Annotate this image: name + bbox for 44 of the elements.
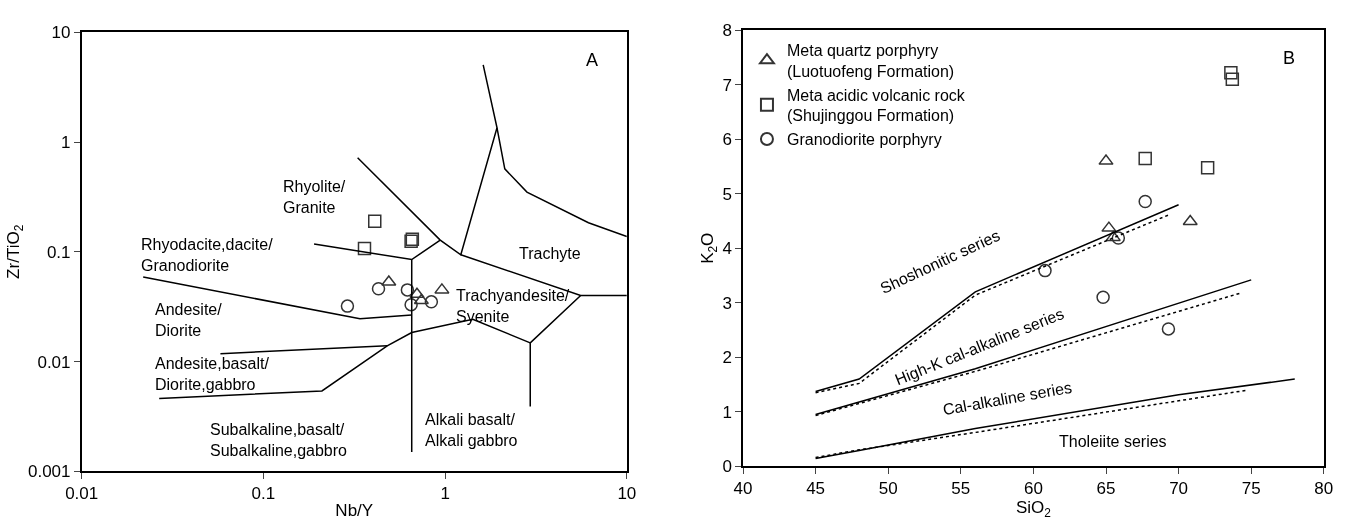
annotation: A [586,50,599,70]
y-tick-label: 0.01 [37,352,71,372]
x-axis-title: SiO$_{2}$ [1015,498,1052,520]
legend-label: Meta acidic volcanic rock (Shujinggou Formation) [786,86,966,125]
annotation: Andesite,basalt/ Diorite,gabbro [155,355,270,393]
annotation: Cal-alkaline series [941,378,1074,419]
x-tick-label: 10 [617,484,637,504]
y-tick-label: 4 [722,239,732,259]
y-tick-label: 5 [722,184,732,204]
y-tick-label: 0.001 [27,462,71,482]
y-tick-label: 8 [722,21,732,41]
annotation: Trachyte [519,245,581,262]
x-tick-label: 0.01 [65,484,99,504]
y-tick-label: 1 [61,133,71,153]
x-tick-label: 50 [878,479,898,499]
y-tick-label: 7 [722,75,732,95]
y-tick-label: 0.1 [46,242,71,262]
y-tick-label: 1 [722,402,732,422]
annotation: Rhyolite/ Granite [283,178,346,216]
annotation: Andesite/ Diorite [155,301,223,339]
annotation: Rhyodacite,dacite/ Granodiorite [141,236,274,274]
x-tick-label: 70 [1169,479,1189,499]
annotation: Tholeiite series [1059,433,1167,450]
x-tick-label: 40 [733,479,753,499]
x-tick-label: 45 [806,479,826,499]
annotation: Alkali basalt/ Alkali gabbro [425,411,518,449]
x-tick-label: 1 [440,484,450,504]
annotation: Subalkaline,basalt/ Subalkaline,gabbro [210,421,348,459]
x-tick-label: 55 [951,479,971,499]
x-tick-label: 75 [1241,479,1261,499]
x-tick-label: 60 [1023,479,1043,499]
y-tick-label: 3 [722,293,732,313]
x-tick-label: 80 [1314,479,1334,499]
y-tick-label: 10 [51,23,71,43]
annotation: B [1283,48,1296,68]
x-tick-label: 0.1 [251,484,276,504]
y-tick-label: 2 [722,348,732,368]
x-tick-label: 65 [1096,479,1116,499]
y-tick-label: 6 [722,130,732,150]
legend-label: Meta quartz porphyry (Luotuofeng Formation) [786,42,955,80]
annotation: Trachyandesite/ Syenite [456,287,570,325]
x-axis-title: Nb/Y [335,501,374,521]
y-tick-label: 0 [722,457,732,477]
legend-label: Granodiorite porphyry [786,131,942,149]
